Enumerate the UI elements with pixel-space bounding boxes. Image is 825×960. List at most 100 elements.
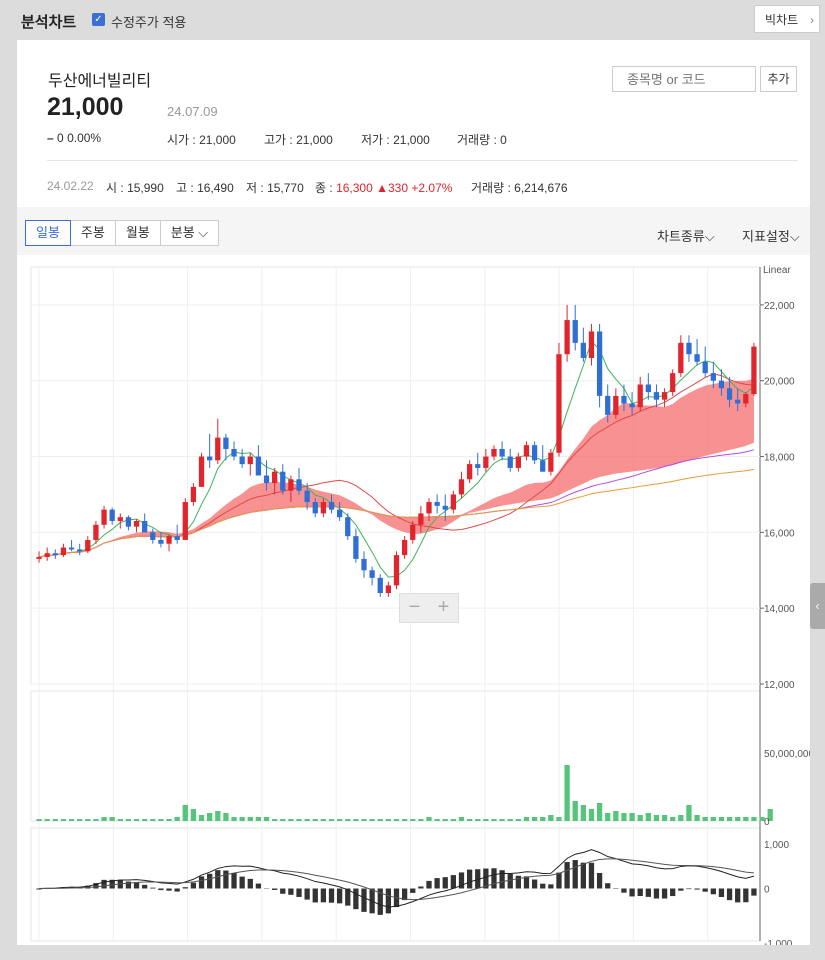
candle-body <box>36 557 42 559</box>
volume-bar <box>613 811 619 821</box>
tab-minute[interactable]: 분봉 ⌵ <box>159 220 220 246</box>
stock-price: 21,000 <box>47 93 124 121</box>
volume-bar <box>60 819 67 821</box>
volume-bar <box>767 809 773 821</box>
volume-bar <box>125 819 132 821</box>
indicator-menu[interactable]: 지표설정⌵ <box>742 226 800 245</box>
chart-area[interactable]: 02.0802.2603.1203.2604.0904.2405.1005.27… <box>25 259 814 958</box>
candle-body <box>369 570 375 578</box>
chart-type-menu[interactable]: 차트종류⌵ <box>657 226 715 245</box>
macd-histogram-bar <box>621 888 627 893</box>
candle-body <box>158 539 164 544</box>
scale-label: Linear <box>763 265 791 276</box>
candle-body <box>328 502 335 510</box>
volume-bar <box>710 817 716 821</box>
candle-body <box>77 549 83 552</box>
candle-body <box>44 553 50 558</box>
volume-bar <box>353 819 359 821</box>
cursor-close-value: 16,300 <box>336 181 373 195</box>
cursor-open-value: 15,990 <box>127 181 164 195</box>
volume-bar <box>182 805 188 821</box>
low-value: 21,000 <box>393 133 430 147</box>
macd-histogram-bar <box>296 888 302 897</box>
volume-bar <box>629 813 635 821</box>
macd-histogram-bar <box>426 880 432 889</box>
volume-bar <box>336 819 343 821</box>
top-bar: 분석차트 ✓ 수정주가 적용 빅차트 › <box>0 0 825 40</box>
macd-histogram-bar <box>499 870 505 889</box>
change-info: – 0 0.00% <box>47 131 101 145</box>
cursor-close: 종 : 16,300 ▲330 +2.07% <box>315 181 453 195</box>
volume-bar <box>280 819 286 821</box>
cursor-volume-value: 6,214,676 <box>514 181 568 195</box>
add-button[interactable]: 추가 <box>760 66 797 92</box>
volume-bar <box>475 819 481 821</box>
bigchart-button[interactable]: 빅차트 › <box>754 5 820 33</box>
macd-histogram-bar <box>401 888 408 901</box>
candle-body <box>661 392 668 400</box>
cursor-low-value: 15,770 <box>267 181 304 195</box>
macd-histogram-bar <box>540 883 546 889</box>
side-panel-toggle[interactable]: ‹ <box>810 583 825 629</box>
candle-body <box>385 585 392 594</box>
candle-body <box>629 403 635 408</box>
candle-body <box>653 392 660 400</box>
macd-histogram-bar <box>645 888 651 897</box>
volume-bar <box>239 817 245 821</box>
candle-body <box>596 331 603 396</box>
ichimoku-cloud <box>39 378 754 558</box>
zoom-in-button[interactable]: + <box>437 596 450 618</box>
macd-histogram-bar <box>450 875 457 889</box>
candle-body <box>710 373 716 381</box>
candle-body <box>694 354 700 362</box>
macd-histogram-bar <box>133 882 140 889</box>
candle-body <box>418 513 424 525</box>
candle-body <box>499 448 505 457</box>
macd-histogram-bar <box>207 873 213 889</box>
volume-bar <box>410 819 416 821</box>
volume-bar <box>564 765 570 821</box>
macd-histogram-bar <box>475 869 481 889</box>
high-label: 고가 <box>264 133 287 147</box>
candle-body <box>133 520 140 527</box>
candle-body <box>507 456 513 468</box>
volume-bar <box>101 817 107 821</box>
low-label: 저가 <box>361 133 384 147</box>
macd-histogram-bar <box>564 862 570 889</box>
candle-body <box>125 517 132 527</box>
zoom-out-button[interactable]: − <box>408 596 421 618</box>
volume-bar <box>621 813 627 821</box>
macd-histogram-bar <box>418 886 424 889</box>
candle-body <box>540 460 546 472</box>
volume-bar <box>272 819 278 821</box>
candle-body <box>686 342 692 355</box>
tab-weekly[interactable]: 주봉 <box>69 220 116 246</box>
volume-bar <box>385 819 392 821</box>
candle-body <box>523 445 530 457</box>
adjusted-price-label[interactable]: 수정주가 적용 <box>111 15 187 30</box>
tab-monthly[interactable]: 월봉 <box>114 220 161 246</box>
candle-body <box>548 452 554 472</box>
tab-daily[interactable]: 일봉 <box>25 220 71 246</box>
search-input[interactable] <box>612 66 756 92</box>
volume-bar <box>223 813 229 821</box>
open-info: 시가 : 21,000 <box>167 133 236 147</box>
volume-bar <box>361 819 367 821</box>
check-icon[interactable]: ✓ <box>92 13 105 26</box>
chevron-down-icon: ⌵ <box>194 225 209 240</box>
volume-bar <box>312 819 318 821</box>
macd-histogram-bar <box>280 888 286 894</box>
candle-body <box>483 456 489 468</box>
candle-body <box>190 486 197 503</box>
candle-body <box>678 342 684 374</box>
signal-line <box>39 858 754 901</box>
stock-chart[interactable]: 02.0802.2603.1203.2604.0904.2405.1005.27… <box>25 259 814 958</box>
volume-bar <box>304 819 310 821</box>
macd-histogram-bar <box>466 869 473 889</box>
macd-histogram-bar <box>410 888 416 893</box>
macd-histogram-bar <box>507 873 513 889</box>
candle-body <box>531 445 538 461</box>
macd-histogram-bar <box>702 888 708 892</box>
macd-histogram-bar <box>605 883 611 889</box>
macd-histogram-bar <box>442 877 448 889</box>
